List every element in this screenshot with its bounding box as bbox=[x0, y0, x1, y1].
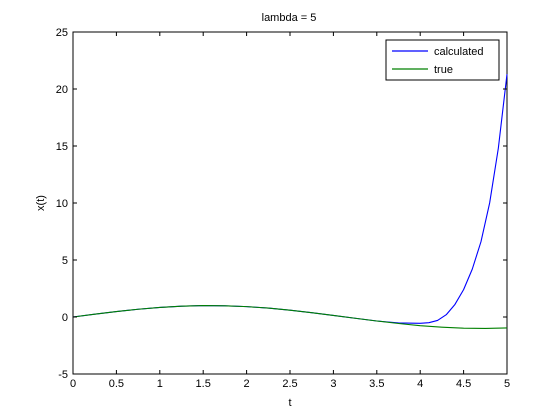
y-tick-label: 25 bbox=[56, 27, 68, 39]
x-axis-label: t bbox=[288, 397, 291, 409]
x-tick-label: 4.5 bbox=[456, 378, 471, 390]
y-axis: -5 0 5 10 15 20 25 bbox=[56, 27, 507, 381]
x-tick-label: 0 bbox=[70, 378, 76, 390]
x-axis: 0 0.5 1 1.5 2 2.5 3 3.5 4 4.5 5 bbox=[70, 32, 510, 390]
x-tick-label: 1.5 bbox=[196, 378, 211, 390]
x-tick-label: 4 bbox=[417, 378, 423, 390]
y-tick-label: -5 bbox=[58, 369, 68, 381]
plot-frame bbox=[72, 31, 508, 375]
y-tick-label: 15 bbox=[56, 141, 68, 153]
x-tick-label: 0.5 bbox=[109, 378, 124, 390]
x-tick-label: 3 bbox=[330, 378, 336, 390]
x-tick-label: 2 bbox=[244, 378, 250, 390]
series-layer bbox=[72, 74, 508, 329]
x-tick-label: 5 bbox=[504, 378, 510, 390]
x-tick-label: 3.5 bbox=[369, 378, 384, 390]
x-tick-label: 2.5 bbox=[282, 378, 297, 390]
y-tick-label: 10 bbox=[56, 198, 68, 210]
legend-box bbox=[385, 39, 500, 81]
y-tick-label: 20 bbox=[56, 84, 68, 96]
legend: calculated true bbox=[385, 39, 500, 81]
legend-label-true: true bbox=[434, 64, 453, 76]
x-tick-label: 1 bbox=[157, 378, 163, 390]
series-line-true bbox=[72, 305, 508, 329]
legend-label-calculated: calculated bbox=[434, 46, 484, 58]
y-tick-label: 5 bbox=[62, 255, 68, 267]
chart-title: lambda = 5 bbox=[262, 12, 317, 24]
y-axis-label: x(t) bbox=[35, 195, 47, 211]
y-tick-label: 0 bbox=[62, 312, 68, 324]
